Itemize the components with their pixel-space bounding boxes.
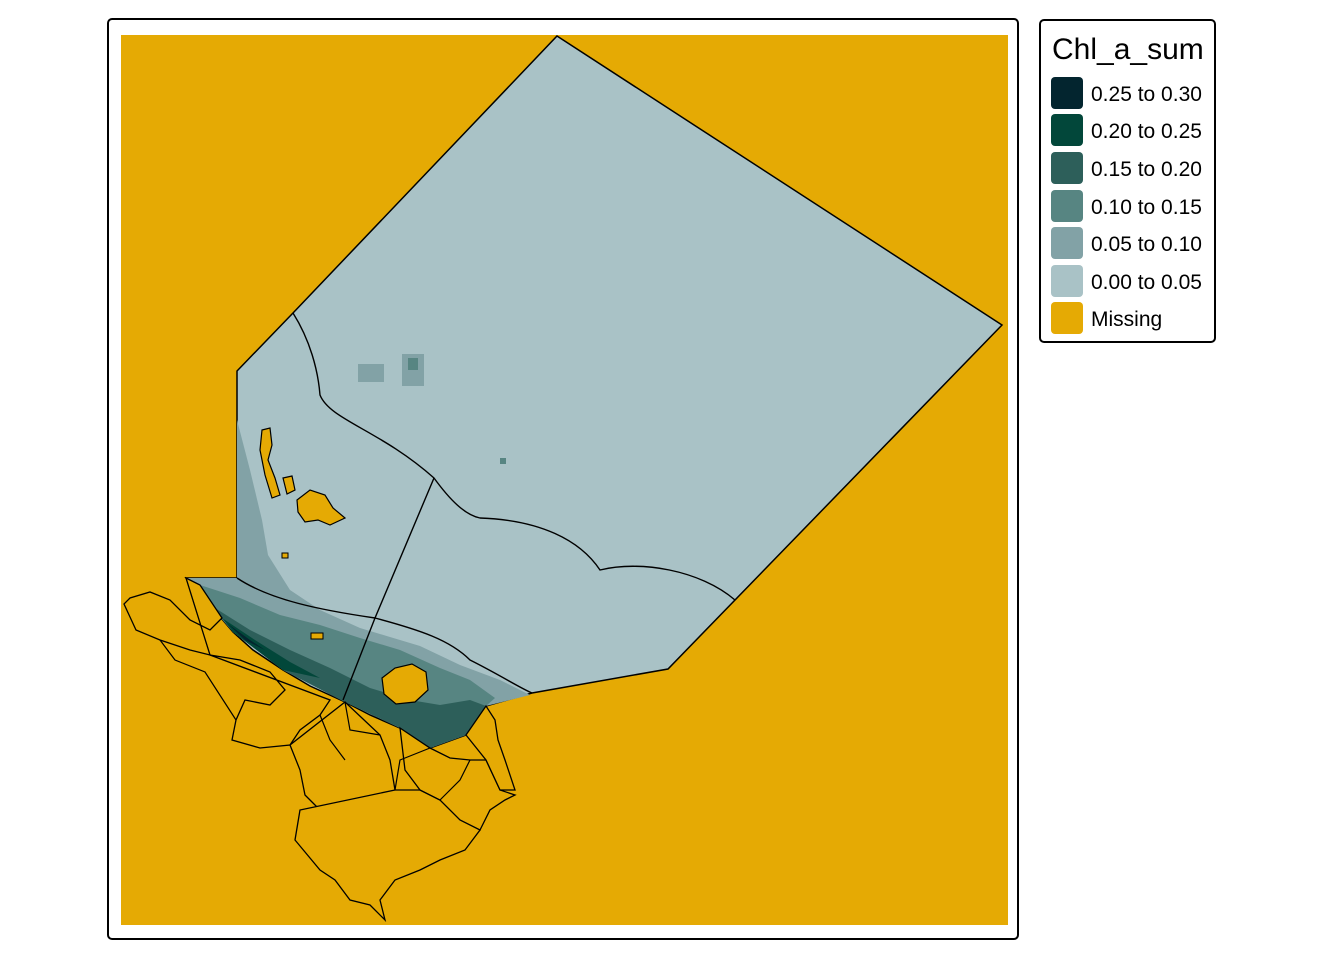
legend-item: 0.15 to 0.20 — [1051, 152, 1211, 186]
legend-swatch — [1051, 265, 1083, 297]
island — [381, 663, 429, 705]
coastal-band-low — [186, 420, 530, 748]
land-districts — [123, 576, 517, 923]
legend-item: 0.00 to 0.05 — [1051, 265, 1211, 299]
legend-item: 0.25 to 0.30 — [1051, 77, 1211, 111]
coastal-band-high — [215, 608, 486, 748]
legend-label: 0.05 to 0.10 — [1091, 233, 1202, 256]
island — [259, 427, 281, 499]
map-legend: Chl_a_sum 0.25 to 0.30 0.20 to 0.25 0.15… — [1039, 19, 1216, 343]
legend-label: 0.15 to 0.20 — [1091, 158, 1202, 181]
offshore-patch — [408, 358, 418, 370]
legend-swatch — [1051, 190, 1083, 222]
legend-label: 0.25 to 0.30 — [1091, 83, 1202, 106]
district-border — [159, 639, 471, 801]
legend-label: 0.20 to 0.25 — [1091, 120, 1202, 143]
legend-label: 0.00 to 0.05 — [1091, 271, 1202, 294]
legend-swatch — [1051, 77, 1083, 109]
district — [399, 726, 517, 831]
legend-swatch — [1051, 114, 1083, 146]
offshore-patch — [500, 458, 506, 464]
district — [123, 576, 223, 656]
offshore-patch — [358, 364, 384, 382]
district — [465, 704, 516, 791]
legend-item: 0.05 to 0.10 — [1051, 227, 1211, 261]
legend-label: 0.10 to 0.15 — [1091, 196, 1202, 219]
zone-boundary — [236, 577, 533, 694]
legend-item: Missing — [1051, 302, 1211, 336]
legend-label: Missing — [1091, 308, 1163, 331]
legend-item: 0.10 to 0.15 — [1051, 190, 1211, 224]
island — [296, 489, 347, 526]
legend-swatch — [1051, 302, 1083, 334]
island — [282, 475, 296, 495]
district — [209, 654, 331, 749]
legend-item: 0.20 to 0.25 — [1051, 114, 1211, 148]
legend-swatch — [1051, 227, 1083, 259]
legend-title: Chl_a_sum — [1052, 33, 1204, 66]
legend-swatch — [1051, 152, 1083, 184]
zone-boundary — [292, 312, 736, 601]
islet — [281, 552, 289, 559]
islet — [310, 632, 324, 640]
